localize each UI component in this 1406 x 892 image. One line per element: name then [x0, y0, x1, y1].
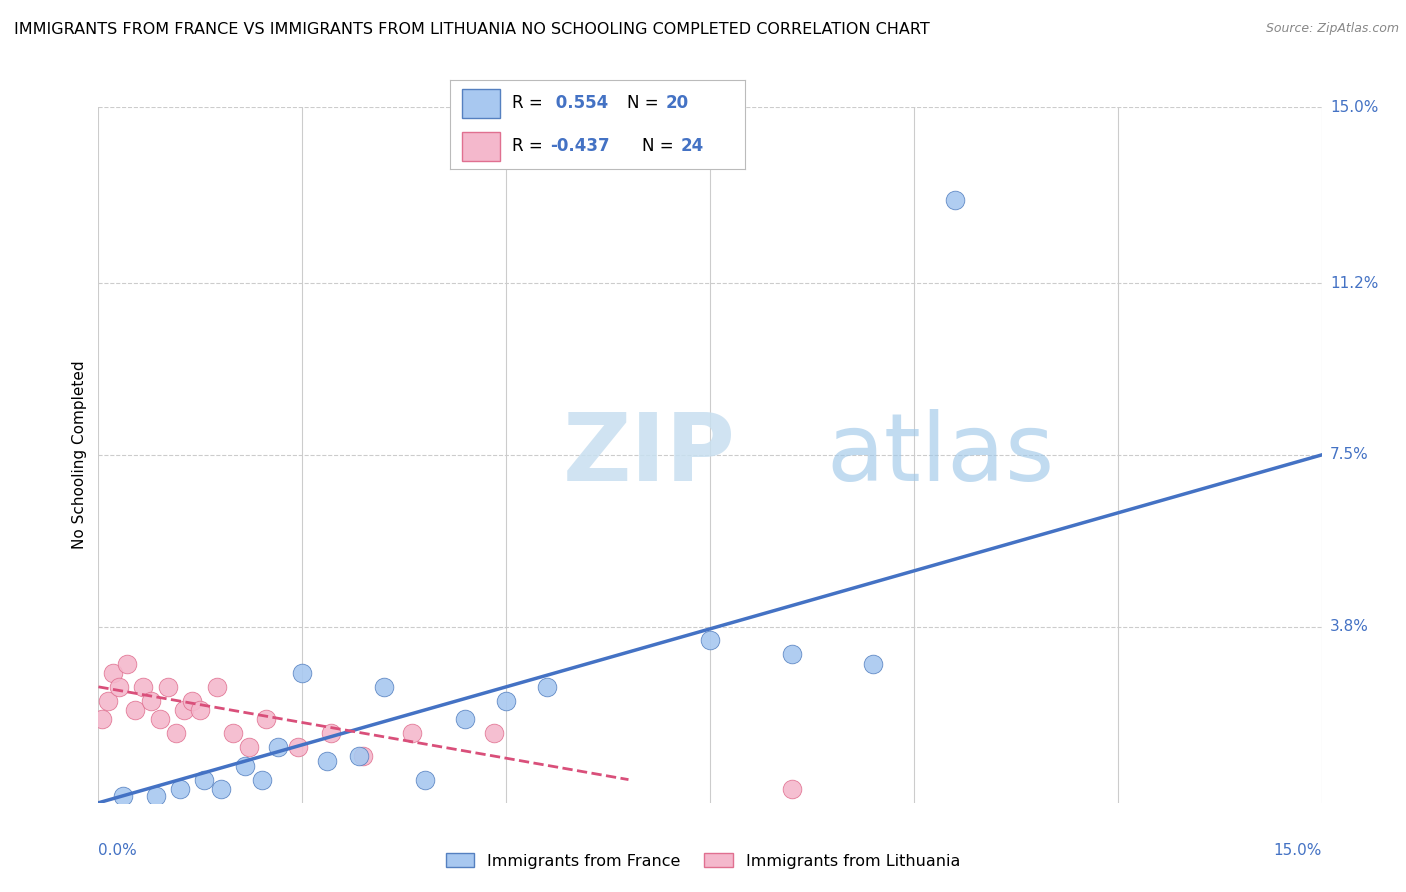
Text: N =: N =	[627, 95, 664, 112]
Text: N =: N =	[643, 137, 679, 155]
Point	[149, 712, 172, 726]
Point	[352, 749, 374, 764]
Bar	[461, 132, 501, 161]
Text: Source: ZipAtlas.com: Source: ZipAtlas.com	[1265, 22, 1399, 36]
Point	[267, 740, 290, 755]
Bar	[461, 89, 501, 118]
Point	[943, 193, 966, 207]
Point	[115, 657, 138, 671]
Point	[188, 703, 212, 717]
Point	[233, 758, 256, 772]
Point	[181, 694, 204, 708]
Text: 15.0%: 15.0%	[1274, 843, 1322, 858]
Point	[165, 726, 187, 740]
Point	[315, 754, 337, 768]
Point	[101, 665, 124, 680]
Point	[141, 694, 163, 708]
Point	[173, 703, 195, 717]
Point	[495, 694, 517, 708]
Point	[124, 703, 146, 717]
Text: IMMIGRANTS FROM FRANCE VS IMMIGRANTS FROM LITHUANIA NO SCHOOLING COMPLETED CORRE: IMMIGRANTS FROM FRANCE VS IMMIGRANTS FRO…	[14, 22, 929, 37]
Point	[291, 665, 314, 680]
Text: -0.437: -0.437	[550, 137, 610, 155]
Text: 15.0%: 15.0%	[1330, 100, 1378, 114]
Point	[108, 680, 131, 694]
Point	[205, 680, 228, 694]
Point	[287, 740, 309, 755]
Text: 0.554: 0.554	[550, 95, 609, 112]
Point	[169, 781, 191, 796]
Point	[145, 789, 167, 803]
Point	[862, 657, 884, 671]
Text: 20: 20	[665, 95, 689, 112]
Point	[454, 712, 477, 726]
Point	[254, 712, 277, 726]
Text: ZIP: ZIP	[564, 409, 737, 501]
Point	[699, 633, 721, 648]
Text: R =: R =	[512, 137, 548, 155]
Text: 3.8%: 3.8%	[1330, 619, 1369, 634]
Text: 24: 24	[681, 137, 703, 155]
Point	[111, 789, 134, 803]
Point	[482, 726, 505, 740]
Point	[349, 749, 371, 764]
Point	[193, 772, 215, 787]
Legend: Immigrants from France, Immigrants from Lithuania: Immigrants from France, Immigrants from …	[439, 847, 967, 875]
Point	[250, 772, 273, 787]
Y-axis label: No Schooling Completed: No Schooling Completed	[72, 360, 87, 549]
Point	[373, 680, 395, 694]
Text: R =: R =	[512, 95, 548, 112]
Point	[209, 781, 232, 796]
Point	[780, 648, 803, 662]
Point	[401, 726, 423, 740]
Text: atlas: atlas	[827, 409, 1054, 501]
Point	[780, 781, 803, 796]
Point	[156, 680, 179, 694]
Text: 0.0%: 0.0%	[98, 843, 138, 858]
Text: 11.2%: 11.2%	[1330, 276, 1378, 291]
Point	[132, 680, 155, 694]
Point	[222, 726, 245, 740]
Text: 7.5%: 7.5%	[1330, 448, 1368, 462]
Point	[238, 740, 260, 755]
Point	[97, 694, 120, 708]
Point	[91, 712, 114, 726]
Point	[319, 726, 342, 740]
Point	[536, 680, 558, 694]
Point	[413, 772, 436, 787]
